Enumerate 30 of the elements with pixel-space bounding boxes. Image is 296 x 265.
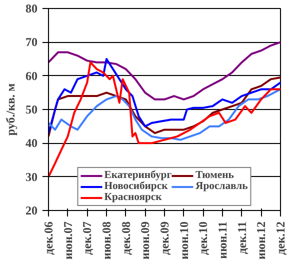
x-tick-label: дек.07 <box>80 222 94 255</box>
x-tick-label: дек.09 <box>158 222 172 255</box>
x-tick-label: дек.11 <box>234 221 249 254</box>
x-tick-label: дек.06 <box>42 222 56 255</box>
x-tick-label: июн.09 <box>138 222 152 260</box>
line-series <box>48 88 280 141</box>
line-series <box>48 58 280 134</box>
y-tick-label: 50 <box>26 102 38 116</box>
y-tick-label: 40 <box>26 136 38 150</box>
x-tick-label: июн.10 <box>176 222 191 260</box>
line-series <box>48 41 280 100</box>
x-tick-label: дек.12 <box>274 222 288 255</box>
x-tick-label: июн.08 <box>100 222 114 260</box>
x-tick-label: дек.08 <box>118 222 133 255</box>
x-tick-label: июн.11 <box>215 221 230 259</box>
y-tick-label: 80 <box>26 2 38 16</box>
legend-label: Екатеринбург <box>104 170 172 181</box>
line-series <box>48 76 280 138</box>
x-tick-label: июн.12 <box>254 222 268 260</box>
x-tick-label: июн.07 <box>60 222 75 260</box>
legend-label: Красноярск <box>104 192 162 203</box>
y-tick-label: 30 <box>26 170 38 184</box>
y-tick-label: 60 <box>26 68 38 83</box>
legend-label: Новосибирск <box>104 181 168 192</box>
y-axis-title: руб./кв. м <box>4 83 18 136</box>
x-tick-label: дек.10 <box>196 222 210 255</box>
legend-label: Тюмень <box>196 170 234 181</box>
y-tick-label: 70 <box>26 35 38 50</box>
y-tick-label: 20 <box>26 204 38 218</box>
legend-label: Ярославль <box>196 181 248 192</box>
